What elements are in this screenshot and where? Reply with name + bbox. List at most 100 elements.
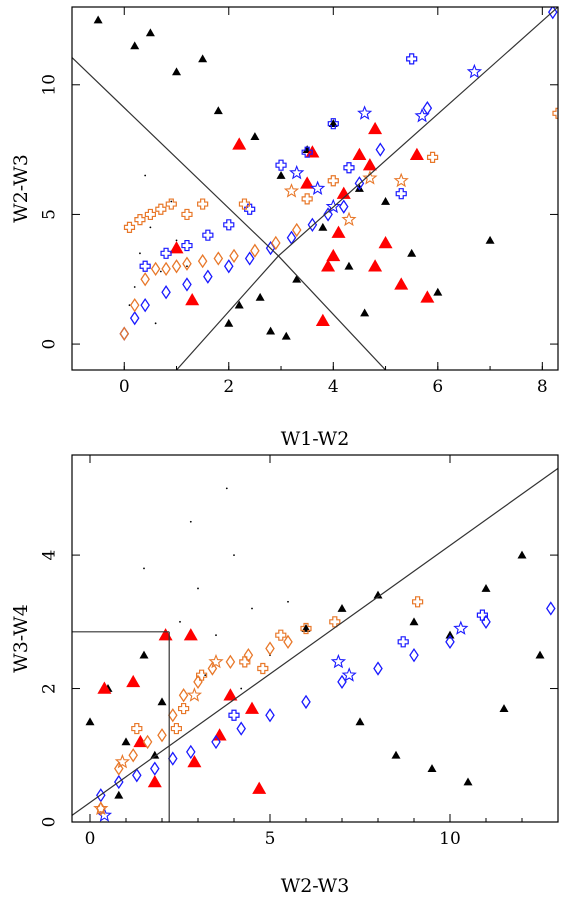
dot-point [128, 304, 131, 307]
star-point [466, 63, 483, 79]
triangle-point [198, 54, 208, 63]
y-tick-label: 2 [40, 683, 60, 694]
diamond-point [157, 728, 167, 743]
selection-line [72, 57, 279, 257]
diamond-point [301, 694, 311, 710]
x-axis-label: W1-W2 [281, 428, 350, 450]
dot-point [225, 487, 228, 490]
cross-point [181, 239, 193, 252]
triangle-point [409, 617, 419, 626]
triangle-point [517, 550, 527, 559]
triangle-point [344, 261, 354, 270]
x-axis-label: W2-W3 [281, 875, 350, 897]
bottom-scatter-panel: 0 5 10 0 2 4 W2-W3 W3-W4 [10, 454, 559, 897]
dot-point [154, 322, 157, 325]
triangle-point [157, 697, 167, 706]
triangle-point [433, 287, 443, 296]
triangle-red-point [133, 734, 148, 748]
diamond-point [168, 751, 178, 766]
cross-point [426, 151, 439, 163]
triangle-point [85, 717, 95, 726]
diamond-point [271, 235, 281, 251]
diamond-point [229, 248, 239, 264]
triangle-point [354, 184, 364, 192]
triangle-point [381, 196, 391, 205]
diamond-point [243, 648, 254, 663]
cross-point [244, 203, 256, 215]
triangle-point [407, 248, 417, 257]
triangle-red-point [158, 628, 173, 641]
star-point [114, 753, 131, 769]
triangle-red-point [321, 259, 336, 272]
x-tick-label: 0 [119, 377, 130, 397]
triangle-point [224, 318, 234, 327]
dot-point [144, 174, 147, 177]
cross-point [301, 146, 313, 158]
diamond-point [178, 688, 189, 703]
diamond-point [207, 661, 218, 676]
triangle-red-point [232, 137, 247, 150]
triangle-point [535, 650, 545, 659]
cross-point [257, 662, 269, 675]
diamond-point [283, 634, 293, 650]
x-tick-label: 5 [265, 829, 276, 849]
y-tick-label: 0 [40, 817, 60, 828]
triangle-point [499, 704, 509, 712]
cross-point [160, 247, 172, 259]
diamond-point [119, 326, 130, 341]
diamond-point [422, 100, 433, 116]
cross-point [178, 702, 190, 715]
dot-point [149, 226, 152, 229]
diamond-point [114, 761, 124, 776]
diamond-point [338, 199, 349, 214]
diamond-point [323, 207, 333, 222]
cross-point [552, 107, 558, 119]
dot-point [133, 286, 136, 288]
cross-point [327, 118, 339, 130]
diamond-point [142, 734, 153, 750]
triangle-point [463, 777, 473, 786]
dot-point [251, 607, 253, 610]
diamond-point [203, 269, 213, 284]
triangle-point [255, 292, 265, 301]
dot-point [159, 270, 162, 273]
star-point [341, 667, 357, 682]
triangle-point [213, 106, 223, 115]
triangle-point [172, 67, 182, 76]
cross-point [223, 219, 235, 231]
triangle-red-point [409, 147, 424, 161]
cross-point [275, 629, 287, 641]
diamond-point [132, 768, 142, 783]
diamond-point [307, 217, 318, 232]
triangle-red-point [223, 688, 238, 701]
diamond-point [168, 708, 178, 723]
cross-point [275, 159, 287, 171]
star-point [362, 170, 378, 185]
diamond-point [128, 748, 138, 763]
dot-point [204, 674, 207, 677]
triangle-red-point [336, 186, 351, 199]
diamond-point [129, 298, 140, 313]
triangle-point [485, 235, 495, 244]
triangle-red-point [394, 277, 409, 290]
triangle-point [373, 590, 383, 599]
diamond-point [140, 298, 150, 313]
dot-point [186, 265, 188, 268]
cross-point [196, 669, 208, 681]
triangle-point [150, 750, 160, 759]
triangle-red-point [352, 147, 367, 161]
selection-line [72, 467, 558, 816]
star-point [283, 183, 300, 198]
diamond-point [409, 648, 419, 663]
diamond-point [546, 601, 556, 616]
triangle-point [93, 15, 103, 24]
star-point [309, 180, 326, 196]
triangle-point [281, 331, 291, 340]
diamond-point [161, 261, 171, 277]
triangle-point [355, 717, 365, 726]
y-tick-label: 5 [40, 209, 60, 220]
cross-point [181, 208, 193, 221]
diamond-point [223, 259, 234, 274]
triangle-red-point [97, 681, 112, 694]
